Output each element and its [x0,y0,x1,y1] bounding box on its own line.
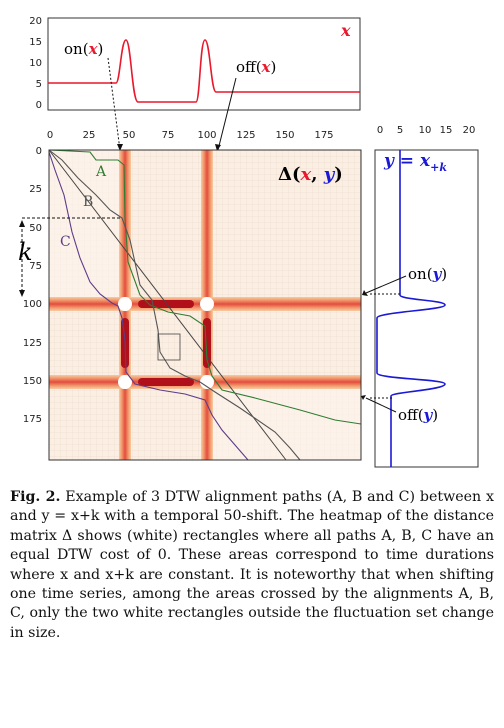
hm-xtick-100: 100 [197,130,216,141]
right-xtick-5: 5 [397,125,403,136]
right-xtick-20: 20 [463,125,476,136]
k-label: k [18,238,33,266]
white-cross-1 [118,297,132,311]
hm-ytick-50: 50 [29,223,42,234]
right-xtick-0: 0 [377,125,383,136]
path-c-label: C [60,234,71,250]
path-highlight-box [157,333,181,361]
series-x-label: x [340,21,351,40]
series-y-curve [376,150,446,467]
figure-caption: Fig. 2. Example of 3 DTW alignment paths… [10,488,494,643]
figure-2: 20 15 10 5 0 x on(x) off(x) 0 25 50 75 1… [18,16,479,468]
right-plot-title: y = x+k [383,151,447,174]
right-series-plot: 0 5 10 15 20 y = x+k on(y) off(y) [361,125,479,468]
annotation-off-y: off(y) [361,395,438,424]
path-b [48,149,301,461]
hm-xtick-50: 50 [123,130,136,141]
path-b-label: B [83,194,93,210]
hm-xtick-0: 0 [47,130,53,141]
right-xtick-10: 10 [419,125,432,136]
right-plot-frame [374,149,479,468]
heatmap-y-ticks: 0 25 50 75 100 125 150 175 [23,146,42,425]
heatmap-title: Δ(x, y) [278,164,343,185]
blob-2 [138,378,194,386]
white-cross-2 [200,297,214,311]
top-plot-y-ticks: 20 15 10 5 0 [29,16,42,111]
hm-ytick-0: 0 [36,146,42,157]
svg-text:on(y): on(y) [408,265,447,283]
top-ytick-0: 0 [36,100,42,111]
svg-text:on(x): on(x) [64,40,103,58]
white-rect-bottom-right [213,389,361,460]
white-cross-4 [200,375,214,389]
white-rect-top-left [49,150,119,297]
diagonal-line [48,149,287,461]
hm-ytick-150: 150 [23,376,42,387]
hm-xtick-125: 125 [236,130,255,141]
series-x-curve [48,39,360,103]
hm-ytick-100: 100 [23,299,42,310]
hm-ytick-25: 25 [29,184,42,195]
hm-xtick-75: 75 [162,130,175,141]
svg-text:off(y): off(y) [398,406,438,424]
heatmap-x-ticks: 0 25 50 75 100 125 150 175 [47,130,334,141]
distance-heatmap: 0 25 50 75 100 125 150 175 0 25 50 75 10… [18,130,362,461]
hm-ytick-175: 175 [23,414,42,425]
top-ytick-15: 15 [29,37,42,48]
hm-ytick-75: 75 [29,261,42,272]
path-c [48,151,249,461]
hm-xtick-150: 150 [275,130,294,141]
hm-ytick-125: 125 [23,338,42,349]
hm-xtick-25: 25 [83,130,96,141]
top-series-plot: 20 15 10 5 0 x on(x) off(x) [29,16,361,151]
annotation-on-x: on(x) [64,40,123,151]
caption-label: Fig. 2. [10,489,61,505]
annotation-off-x: off(x) [215,58,276,151]
svg-text:off(x): off(x) [236,58,276,76]
annotation-on-y: on(y) [362,265,447,296]
top-ytick-20: 20 [29,16,42,27]
k-arrow [19,220,25,297]
path-a-label: A [95,164,107,180]
white-cross-3 [118,375,132,389]
top-plot-frame [47,17,361,111]
right-xtick-15: 15 [440,125,453,136]
top-ytick-5: 5 [36,79,42,90]
right-plot-x-ticks: 0 5 10 15 20 [377,125,476,136]
path-a [48,149,362,425]
caption-text: Example of 3 DTW alignment paths (A, B a… [10,489,494,641]
top-ytick-10: 10 [29,58,42,69]
heatmap-frame [48,149,362,461]
hm-xtick-175: 175 [314,130,333,141]
